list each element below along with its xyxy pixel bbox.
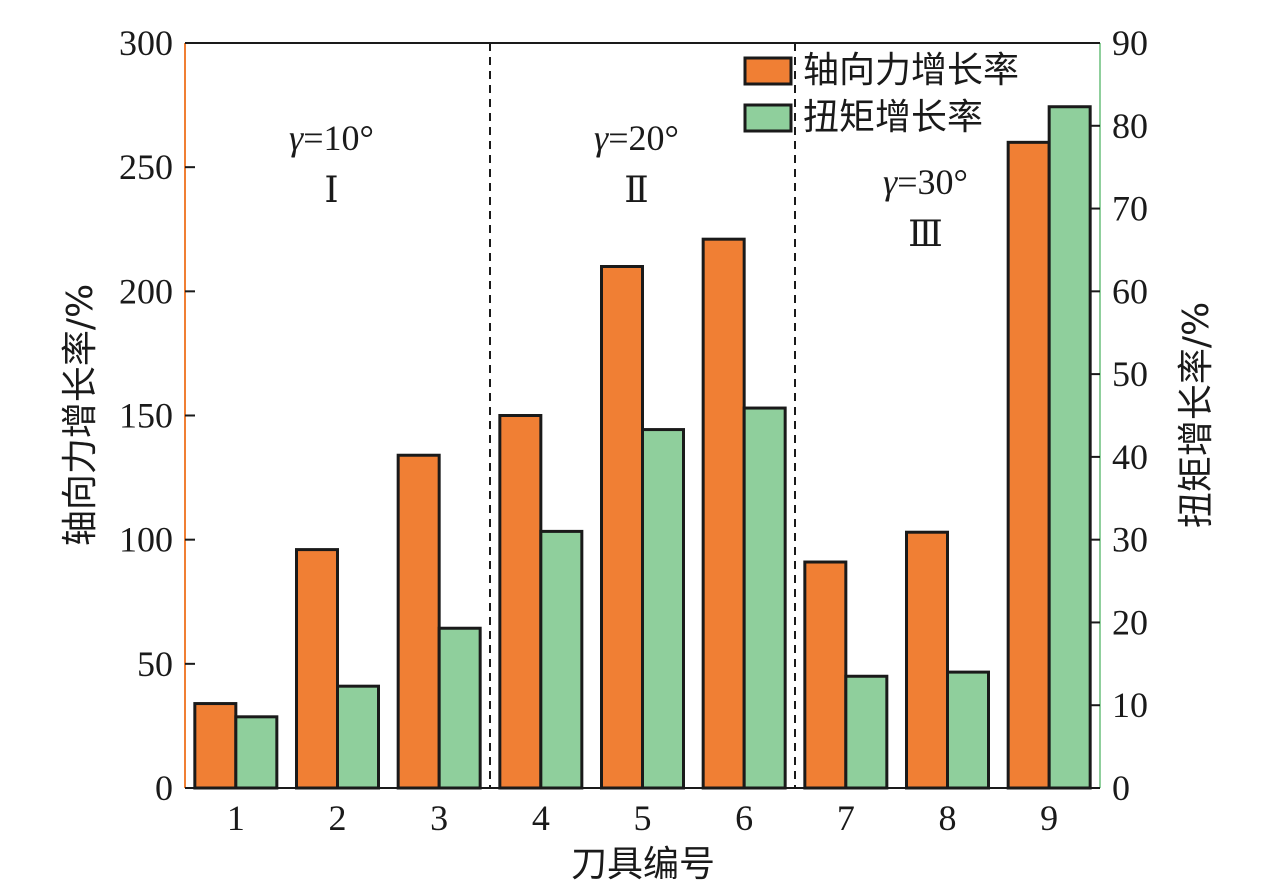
bar-torque-4 — [539, 529, 584, 790]
y-right-tick-label: 20 — [1112, 602, 1148, 642]
bar-axial-force-9 — [1006, 140, 1051, 790]
y-right-tick-label: 40 — [1112, 437, 1148, 477]
x-tick-label: 4 — [532, 798, 550, 838]
group-3-gamma: γ=30° — [883, 162, 968, 202]
group-annotations: γ=10° Ⅰγ=20° Ⅱ γ=30° Ⅲ — [289, 118, 968, 254]
y-left-tick-label: 200 — [119, 271, 173, 311]
bar-axial-force-5 — [600, 265, 644, 790]
bar-torque-1 — [234, 715, 279, 790]
y-right-tick-label: 10 — [1112, 685, 1148, 725]
tick-labels: 0 50 100 150 200 250 300 0 10 20 30 40 50 60 70 80 90 1 2 3… — [119, 23, 1148, 838]
legend-label-2: 扭矩增长率 — [803, 97, 983, 138]
y-left-tick-label: 250 — [119, 147, 173, 187]
y-right-tick-label: 0 — [1112, 768, 1130, 808]
x-tick-label: 5 — [634, 798, 652, 838]
legend-label-1: 轴向力增长率 — [803, 50, 1019, 91]
legend-swatch-2 — [743, 103, 793, 133]
y-right-tick-label: 30 — [1112, 520, 1148, 560]
y-left-tick-label: 0 — [155, 768, 173, 808]
y-axis-left-label: 轴向力增长率/% — [60, 284, 101, 546]
x-tick-label: 9 — [1040, 798, 1058, 838]
bar-axial-force-6 — [701, 237, 746, 790]
legend-swatch-1 — [743, 56, 793, 86]
group-2-gamma: γ=20° — [594, 118, 679, 158]
bar-torque-9 — [1047, 105, 1092, 790]
y-right-tick-label: 80 — [1112, 106, 1148, 146]
x-axis-label: 刀具编号 — [571, 844, 715, 885]
bar-torque-6 — [742, 406, 787, 790]
bar-axial-force-2 — [295, 548, 339, 790]
y-left-tick-label: 300 — [119, 23, 173, 63]
x-tick-label: 1 — [227, 798, 245, 838]
x-tick-label: 2 — [329, 798, 347, 838]
bar-torque-3 — [437, 626, 482, 790]
group-dividers — [489, 43, 796, 788]
bar-torque-5 — [641, 428, 685, 790]
x-tick-label: 6 — [735, 798, 753, 838]
bar-axial-force-1 — [193, 702, 238, 790]
y-right-tick-label: 50 — [1112, 354, 1148, 394]
y-right-tick-label: 60 — [1112, 271, 1148, 311]
bar-torque-8 — [946, 670, 990, 790]
y-left-tick-label: 50 — [137, 644, 173, 684]
x-tick-label: 3 — [430, 798, 448, 838]
y-right-tick-label: 90 — [1112, 23, 1148, 63]
x-tick-label: 8 — [939, 798, 957, 838]
group-3-numeral: Ⅲ — [908, 214, 943, 254]
y-left-tick-label: 150 — [119, 396, 173, 436]
group-1-numeral: Ⅰ — [324, 170, 338, 210]
group-2-numeral: Ⅱ — [624, 170, 648, 210]
bar-torque-7 — [844, 674, 889, 790]
bar-axial-force-3 — [396, 453, 441, 790]
y-left-tick-label: 100 — [119, 520, 173, 560]
y-axis-right-label: 扭矩增长率/% — [1176, 302, 1217, 528]
bars — [193, 105, 1092, 790]
bar-torque-2 — [336, 684, 380, 790]
bar-axial-force-8 — [905, 530, 949, 790]
group-1-gamma: γ=10° — [289, 118, 374, 158]
x-tick-label: 7 — [837, 798, 855, 838]
bar-axial-force-4 — [498, 414, 543, 790]
bar-axial-force-7 — [803, 560, 848, 790]
y-right-tick-label: 70 — [1112, 189, 1148, 229]
